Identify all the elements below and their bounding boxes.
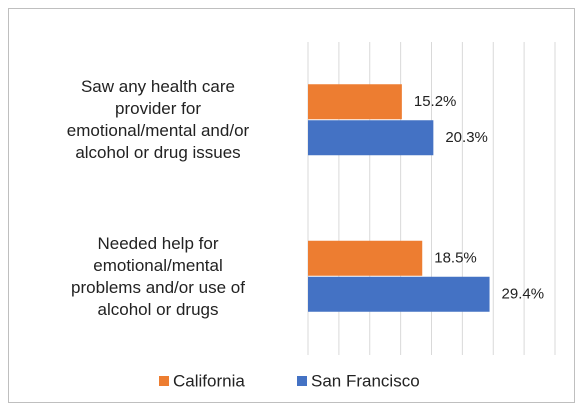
- legend-swatch: [297, 376, 307, 386]
- value-label: 29.4%: [502, 286, 545, 303]
- legend-label: California: [173, 371, 245, 390]
- legend-label: San Francisco: [311, 371, 420, 390]
- bar: [308, 276, 490, 312]
- chart-border: [8, 8, 575, 403]
- legend-swatch: [159, 376, 169, 386]
- category-label: Needed help for emotional/mental problem…: [71, 233, 245, 319]
- bar: [308, 84, 402, 120]
- category-label: Saw any health care provider for emotion…: [66, 77, 250, 163]
- bar: [308, 120, 434, 156]
- value-label: 15.2%: [414, 93, 457, 110]
- value-label: 18.5%: [434, 250, 477, 267]
- value-label: 20.3%: [445, 129, 488, 146]
- bar: [308, 240, 423, 276]
